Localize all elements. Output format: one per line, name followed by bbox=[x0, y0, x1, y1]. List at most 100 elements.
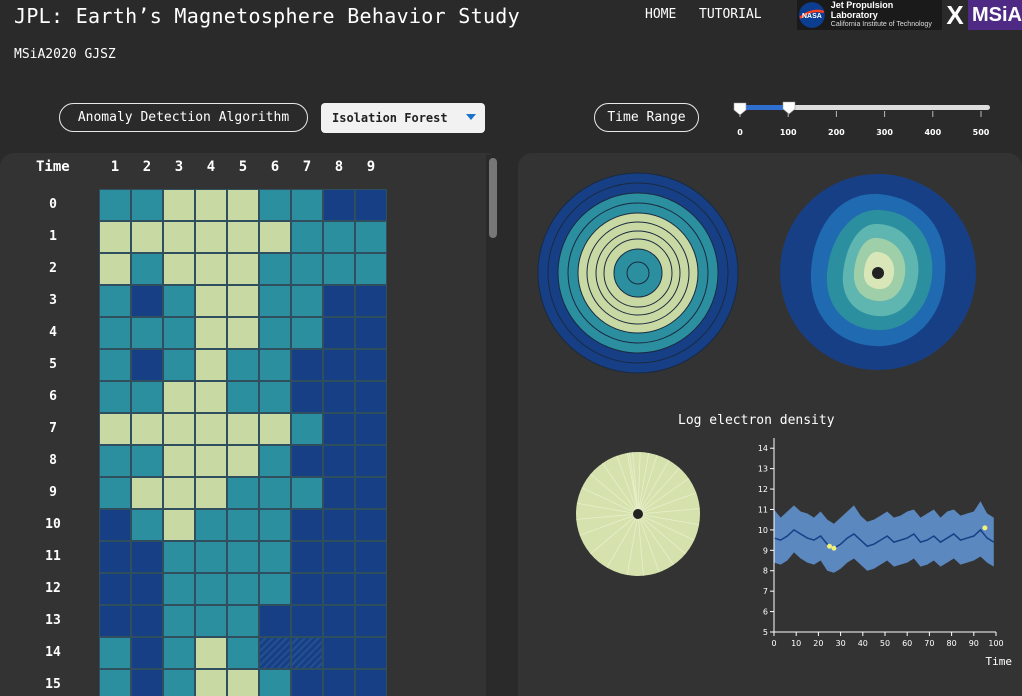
heatmap-cell[interactable] bbox=[259, 253, 291, 285]
heatmap-cell[interactable] bbox=[195, 541, 227, 573]
heatmap-cell[interactable] bbox=[163, 349, 195, 381]
heatmap-cell[interactable] bbox=[195, 669, 227, 696]
heatmap-cell[interactable] bbox=[355, 509, 387, 541]
heatmap-cell[interactable] bbox=[227, 253, 259, 285]
heatmap-cell[interactable] bbox=[131, 445, 163, 477]
heatmap-cell[interactable] bbox=[259, 413, 291, 445]
heatmap-cell[interactable] bbox=[227, 221, 259, 253]
heatmap-cell[interactable] bbox=[259, 189, 291, 221]
algorithm-select[interactable]: Isolation Forest bbox=[321, 103, 485, 133]
heatmap-cell[interactable] bbox=[355, 349, 387, 381]
heatmap-cell[interactable] bbox=[163, 381, 195, 413]
heatmap-cell[interactable] bbox=[99, 221, 131, 253]
heatmap-cell[interactable] bbox=[99, 509, 131, 541]
heatmap-cell[interactable] bbox=[259, 477, 291, 509]
heatmap-cell[interactable] bbox=[323, 317, 355, 349]
heatmap-cell[interactable] bbox=[163, 221, 195, 253]
heatmap-cell[interactable] bbox=[163, 573, 195, 605]
heatmap-cell[interactable] bbox=[355, 637, 387, 669]
heatmap-cell[interactable] bbox=[323, 221, 355, 253]
slider-low-handle[interactable] bbox=[733, 102, 747, 116]
heatmap-cell[interactable] bbox=[323, 477, 355, 509]
heatmap-cell[interactable] bbox=[131, 349, 163, 381]
heatmap-cell[interactable] bbox=[291, 349, 323, 381]
heatmap-cell[interactable] bbox=[259, 605, 291, 637]
heatmap-scrollbar[interactable] bbox=[486, 155, 500, 696]
heatmap-cell[interactable] bbox=[355, 317, 387, 349]
heatmap-cell[interactable] bbox=[99, 317, 131, 349]
heatmap-cell[interactable] bbox=[195, 221, 227, 253]
heatmap-cell[interactable] bbox=[131, 541, 163, 573]
heatmap-cell[interactable] bbox=[291, 573, 323, 605]
heatmap-cell[interactable] bbox=[323, 669, 355, 696]
heatmap-cell[interactable] bbox=[163, 605, 195, 637]
heatmap-cell[interactable] bbox=[259, 669, 291, 696]
heatmap-cell[interactable] bbox=[163, 477, 195, 509]
heatmap-cell[interactable] bbox=[227, 285, 259, 317]
heatmap-cell[interactable] bbox=[99, 573, 131, 605]
heatmap-cell[interactable] bbox=[195, 285, 227, 317]
heatmap-cell[interactable] bbox=[195, 509, 227, 541]
heatmap-cell[interactable] bbox=[259, 221, 291, 253]
heatmap-cell[interactable] bbox=[323, 285, 355, 317]
heatmap-cell[interactable] bbox=[227, 445, 259, 477]
heatmap-cell[interactable] bbox=[355, 573, 387, 605]
heatmap-cell[interactable] bbox=[323, 189, 355, 221]
heatmap-cell[interactable] bbox=[259, 509, 291, 541]
heatmap-cell[interactable] bbox=[195, 413, 227, 445]
heatmap-cell[interactable] bbox=[131, 413, 163, 445]
time-range-slider[interactable]: 0 100 200 300 400 500 bbox=[726, 96, 996, 142]
heatmap-cell[interactable] bbox=[355, 605, 387, 637]
heatmap-cell[interactable] bbox=[291, 381, 323, 413]
heatmap-cell[interactable] bbox=[195, 573, 227, 605]
heatmap-cell[interactable] bbox=[291, 189, 323, 221]
heatmap-cell[interactable] bbox=[259, 285, 291, 317]
heatmap-cell[interactable] bbox=[355, 381, 387, 413]
heatmap-cell[interactable] bbox=[323, 253, 355, 285]
heatmap-cell[interactable] bbox=[227, 477, 259, 509]
heatmap-cell[interactable] bbox=[259, 349, 291, 381]
heatmap-cell[interactable] bbox=[131, 669, 163, 696]
heatmap-cell[interactable] bbox=[99, 285, 131, 317]
heatmap-cell[interactable] bbox=[227, 669, 259, 696]
heatmap-cell[interactable] bbox=[323, 413, 355, 445]
heatmap-cell[interactable] bbox=[227, 605, 259, 637]
heatmap-cell[interactable] bbox=[227, 381, 259, 413]
heatmap-cell[interactable] bbox=[131, 477, 163, 509]
heatmap-cell[interactable] bbox=[355, 413, 387, 445]
heatmap-cell[interactable] bbox=[291, 413, 323, 445]
heatmap-cell[interactable] bbox=[291, 285, 323, 317]
heatmap-cell[interactable] bbox=[227, 541, 259, 573]
heatmap-cell[interactable] bbox=[195, 381, 227, 413]
heatmap-cell[interactable] bbox=[131, 605, 163, 637]
nav-home-link[interactable]: HOME bbox=[645, 7, 677, 22]
heatmap-cell[interactable] bbox=[163, 317, 195, 349]
heatmap-cell[interactable] bbox=[163, 413, 195, 445]
heatmap-cell[interactable] bbox=[195, 445, 227, 477]
heatmap-cell[interactable] bbox=[323, 573, 355, 605]
heatmap-scrollbar-thumb[interactable] bbox=[489, 158, 497, 238]
heatmap-cell[interactable] bbox=[99, 637, 131, 669]
heatmap-cell[interactable] bbox=[291, 477, 323, 509]
heatmap-cell[interactable] bbox=[131, 509, 163, 541]
heatmap-cell[interactable] bbox=[259, 541, 291, 573]
heatmap-cell[interactable] bbox=[195, 189, 227, 221]
heatmap-cell[interactable] bbox=[227, 573, 259, 605]
heatmap-cell[interactable] bbox=[323, 637, 355, 669]
heatmap-cell[interactable] bbox=[355, 253, 387, 285]
heatmap-cell[interactable] bbox=[323, 541, 355, 573]
heatmap-cell[interactable] bbox=[131, 221, 163, 253]
heatmap-cell[interactable] bbox=[163, 445, 195, 477]
heatmap-cell[interactable] bbox=[99, 445, 131, 477]
heatmap-cell[interactable] bbox=[291, 541, 323, 573]
heatmap-cell[interactable] bbox=[355, 445, 387, 477]
heatmap-cell[interactable] bbox=[323, 509, 355, 541]
heatmap-cell[interactable] bbox=[259, 573, 291, 605]
heatmap-cell[interactable] bbox=[131, 573, 163, 605]
heatmap-cell[interactable] bbox=[291, 637, 323, 669]
heatmap-cell[interactable] bbox=[227, 509, 259, 541]
heatmap-cell[interactable] bbox=[195, 317, 227, 349]
heatmap-cell[interactable] bbox=[195, 477, 227, 509]
heatmap-cell[interactable] bbox=[291, 445, 323, 477]
slider-high-handle[interactable] bbox=[782, 101, 796, 115]
